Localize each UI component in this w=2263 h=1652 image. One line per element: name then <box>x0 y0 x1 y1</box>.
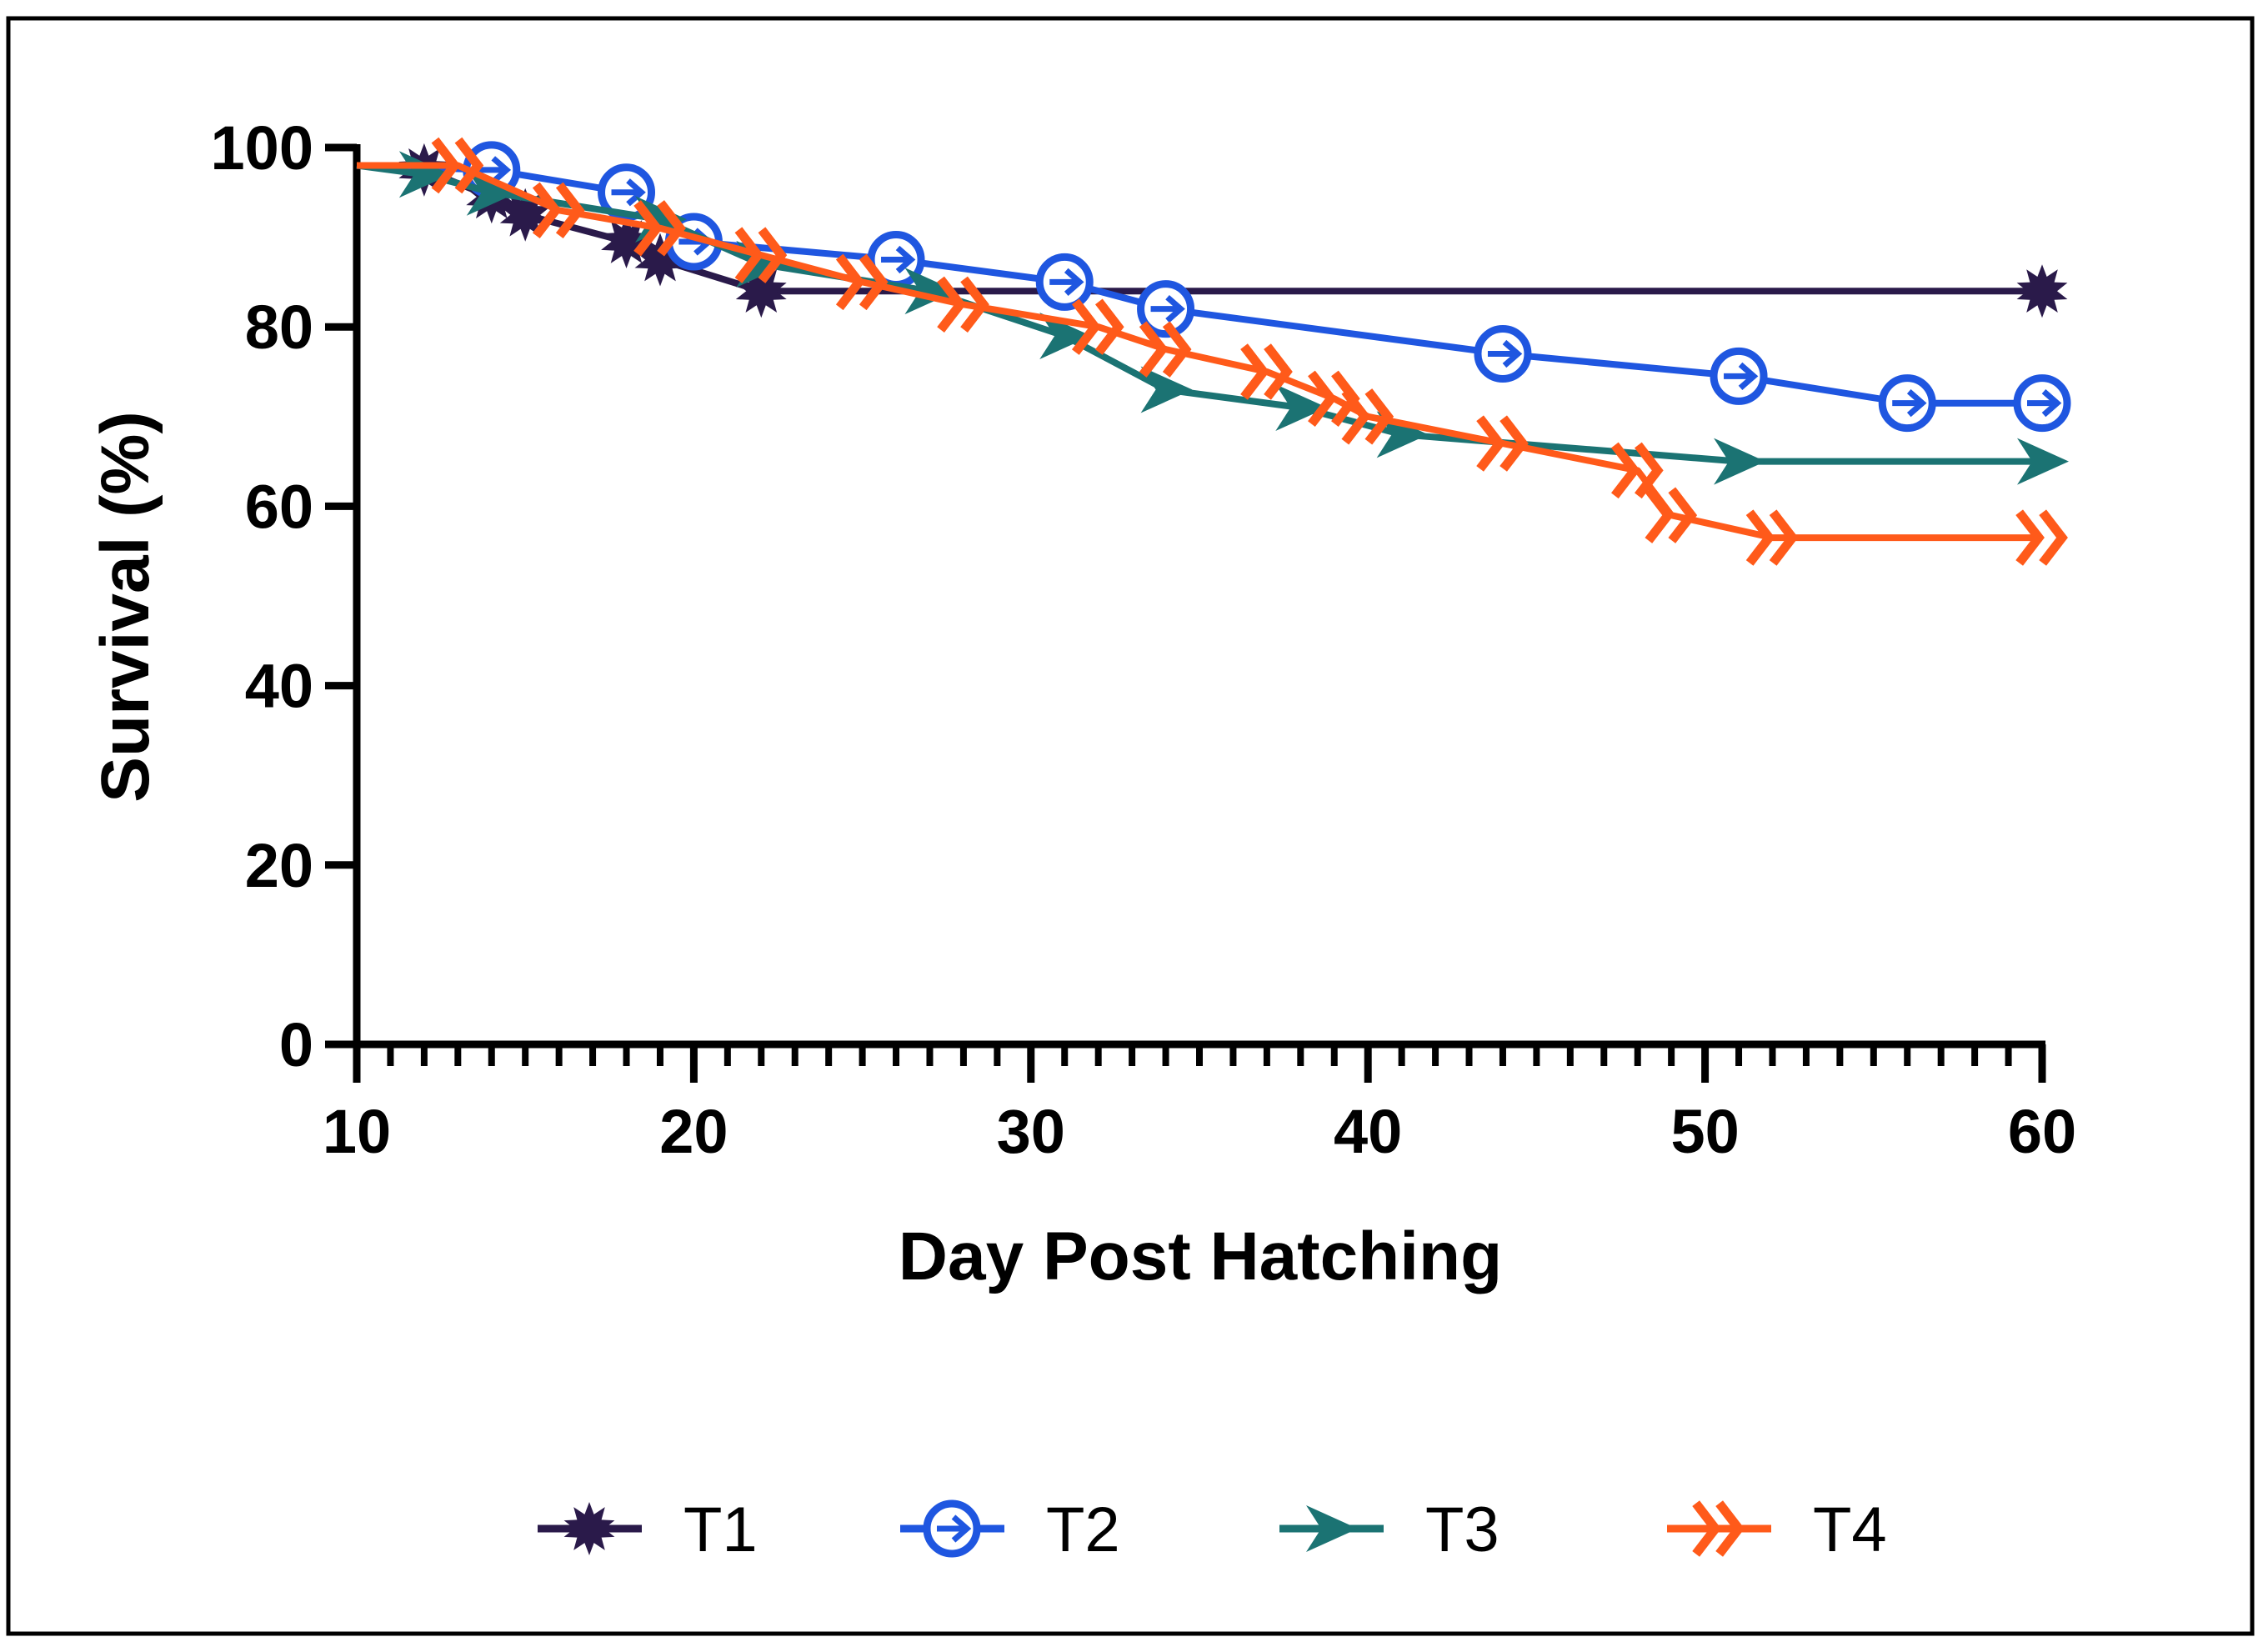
data-point <box>904 268 957 315</box>
series-group <box>356 137 2071 566</box>
data-point <box>2013 374 2071 433</box>
data-point <box>1745 509 1799 566</box>
data-point <box>1137 280 1195 338</box>
data-point <box>937 276 989 333</box>
x-tick-label: 20 <box>659 1097 728 1166</box>
y-tick-label: 40 <box>245 652 313 721</box>
legend: T1 T2 T3 T4 <box>538 1494 1887 1565</box>
data-point <box>1071 298 1124 355</box>
data-point <box>633 200 686 257</box>
x-tick-label: 50 <box>1670 1097 1739 1166</box>
y-tick-label: 0 <box>279 1010 313 1079</box>
data-point <box>466 168 518 216</box>
x-axis-title: Day Post Hatching <box>899 1219 1502 1294</box>
legend-label: T1 <box>683 1494 758 1565</box>
legend-item-t1: T1 <box>538 1494 758 1565</box>
legend-label: T3 <box>1425 1494 1499 1565</box>
series-t4 <box>357 137 2068 566</box>
data-point <box>923 1499 981 1558</box>
figure-frame <box>6 16 2255 1636</box>
data-point <box>835 253 889 311</box>
data-point <box>1611 442 1664 499</box>
data-point <box>1878 374 1936 433</box>
x-tick-label: 10 <box>323 1097 391 1166</box>
data-point <box>1645 487 1698 543</box>
data-point <box>634 196 687 243</box>
legend-label: T4 <box>1813 1494 1887 1565</box>
y-tick-label: 100 <box>211 113 313 183</box>
data-point <box>2017 438 2069 485</box>
legend-item-t2: T2 <box>900 1494 1120 1565</box>
y-tick-label: 20 <box>245 831 313 900</box>
x-tick-label: 60 <box>2008 1097 2076 1166</box>
data-point <box>601 215 652 268</box>
data-point <box>1140 366 1193 413</box>
data-point <box>1474 324 1532 383</box>
legend-label: T2 <box>1046 1494 1120 1565</box>
data-point <box>2016 264 2068 318</box>
data-point <box>1035 253 1094 311</box>
legend-item-t3: T3 <box>1279 1494 1499 1565</box>
data-point <box>1039 312 1092 359</box>
data-point <box>1692 1500 1745 1557</box>
x-tick-label: 40 <box>1334 1097 1402 1166</box>
data-point <box>1139 321 1192 378</box>
data-point <box>431 137 484 194</box>
y-axis-title: Survival (%) <box>88 411 163 802</box>
legend-item-t4: T4 <box>1667 1494 1887 1565</box>
data-point <box>1240 343 1293 400</box>
y-tick-label: 60 <box>245 472 313 541</box>
data-point <box>1306 1505 1358 1552</box>
data-point <box>1714 438 1766 485</box>
data-point <box>2015 509 2068 566</box>
data-point <box>1476 415 1529 472</box>
axes: 0 20 40 60 80 100 10 20 30 40 50 60 <box>211 113 2077 1166</box>
x-tick-label: 30 <box>997 1097 1065 1166</box>
data-point <box>563 1502 615 1555</box>
data-point <box>734 227 788 283</box>
data-point <box>1710 347 1768 405</box>
data-point <box>532 182 585 239</box>
data-point <box>1341 388 1394 445</box>
y-tick-label: 80 <box>245 293 313 362</box>
data-point <box>1275 384 1328 432</box>
